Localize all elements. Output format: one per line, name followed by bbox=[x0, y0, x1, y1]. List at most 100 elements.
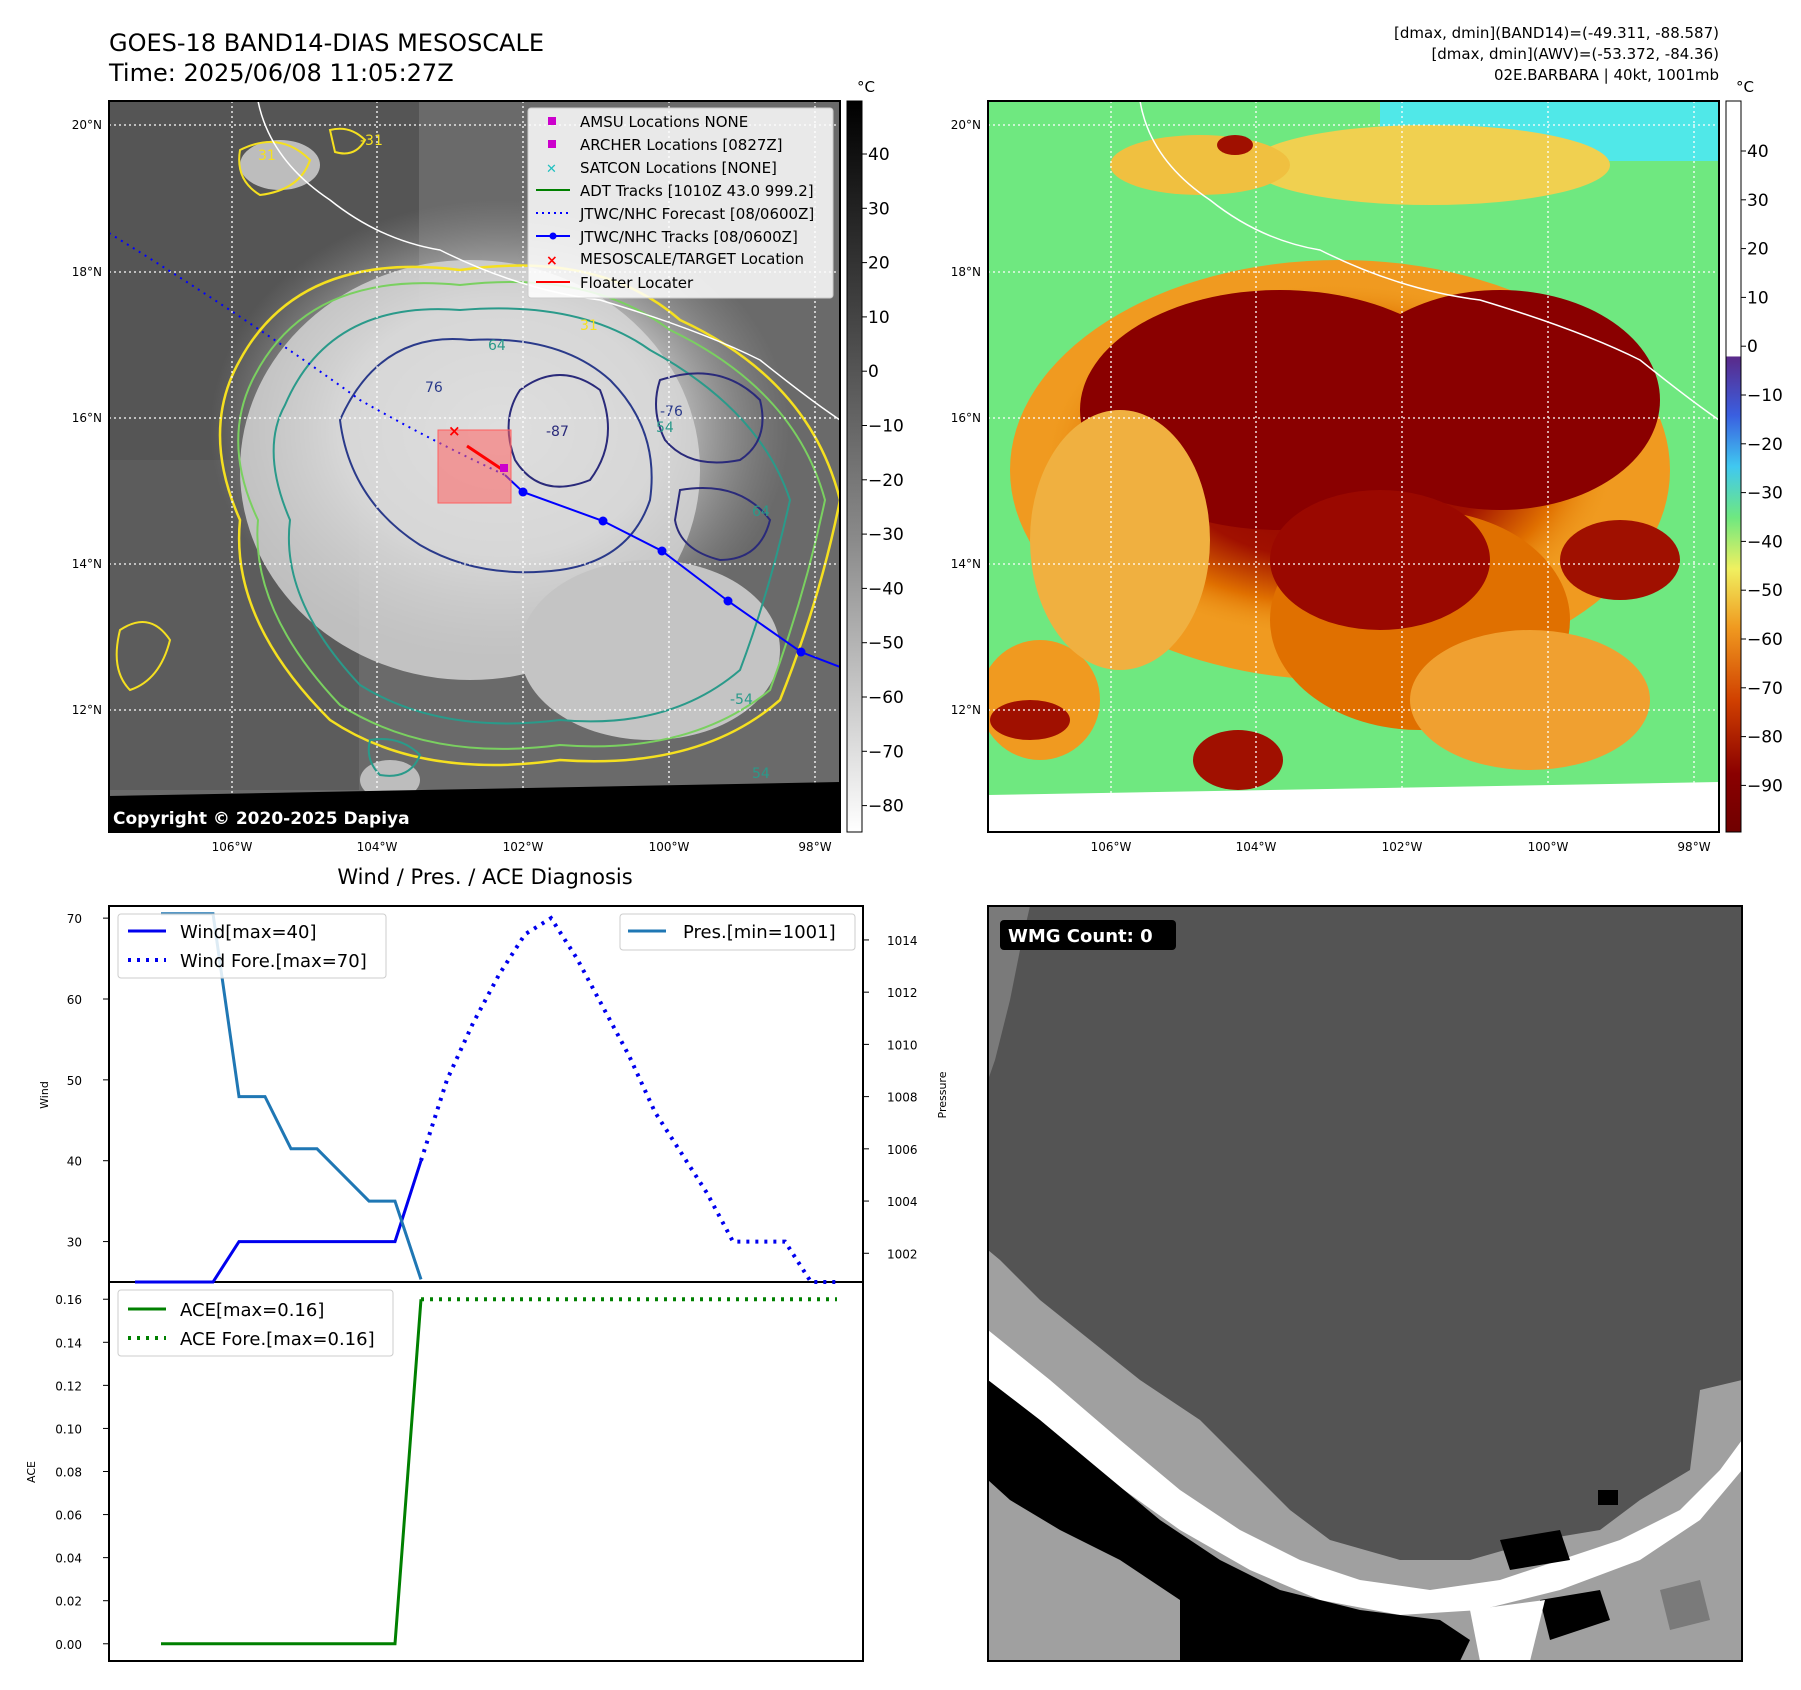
lon-label: 104°W bbox=[357, 840, 398, 854]
awv-colorbar-tick-label: 20 bbox=[1747, 240, 1769, 260]
legend-adt: ADT Tracks [1010Z 43.0 999.2] bbox=[580, 182, 814, 200]
lat-label: 12°N bbox=[72, 703, 102, 717]
legend-ace-fore: ACE Fore.[max=0.16] bbox=[180, 1329, 375, 1350]
awv-colorbar-tick-label: −90 bbox=[1747, 776, 1783, 796]
legend-amsu: AMSU Locations NONE bbox=[580, 113, 748, 131]
ir-colorbar-tick-label: −30 bbox=[868, 525, 904, 545]
ir-colorbar-tick-label: 30 bbox=[868, 199, 890, 219]
lon-label: 106°W bbox=[212, 840, 253, 854]
svg-text:×: × bbox=[448, 422, 461, 440]
wind-axis-label: Wind bbox=[38, 1081, 51, 1109]
awv-colorbar-tick-label: −40 bbox=[1747, 532, 1783, 552]
ace-axis-label: ACE bbox=[25, 1461, 38, 1483]
awv-colorbar-tick-label: −70 bbox=[1747, 679, 1783, 699]
lat-label: 14°N bbox=[72, 557, 102, 571]
legend-target: MESOSCALE/TARGET Location bbox=[580, 250, 804, 268]
lon-label: 100°W bbox=[1528, 840, 1569, 854]
ace-tick-label: 0.12 bbox=[55, 1379, 82, 1393]
awv-map-panel bbox=[988, 101, 1719, 832]
ir-map-frame bbox=[108, 100, 841, 833]
wind-tick-label: 30 bbox=[67, 1236, 82, 1250]
ir-colorbar-tick-label: −40 bbox=[868, 579, 904, 599]
lat-label: 18°N bbox=[951, 265, 981, 279]
contour-label: -54 bbox=[730, 692, 753, 708]
pres-legend: Pres.[min=1001] bbox=[619, 913, 856, 951]
legend-pres: Pres.[min=1001] bbox=[683, 922, 836, 943]
contour-label: 76 bbox=[425, 380, 443, 396]
ace-tick-label: 0.08 bbox=[55, 1466, 82, 1480]
amsu-legend-marker bbox=[548, 117, 556, 125]
pressure-tick-label: 1010 bbox=[887, 1038, 918, 1052]
pressure-tick-label: 1002 bbox=[887, 1247, 918, 1261]
wind-legend: Wind[max=40] Wind Fore.[max=70] bbox=[117, 913, 387, 979]
lon-label: 98°W bbox=[798, 840, 831, 854]
awv-colorbar-tick-label: 40 bbox=[1747, 142, 1769, 162]
wind-tick-label: 50 bbox=[67, 1074, 82, 1088]
ace-series-line-0 bbox=[161, 1299, 423, 1646]
copyright-text: Copyright © 2020-2025 Dapiya bbox=[113, 809, 410, 829]
ace-tick-label: 0.02 bbox=[55, 1595, 82, 1609]
ace-tick-label: 0.06 bbox=[55, 1509, 82, 1523]
awv-colorbar-tick-label: 0 bbox=[1747, 337, 1758, 357]
ir-colorbar-unit: °C bbox=[857, 78, 875, 96]
wind-tick-label: 40 bbox=[67, 1155, 82, 1169]
pressure-tick-label: 1004 bbox=[887, 1195, 918, 1209]
legend-ace: ACE[max=0.16] bbox=[180, 1300, 324, 1321]
pressure-tick-label: 1008 bbox=[887, 1091, 918, 1105]
lat-label: 16°N bbox=[72, 411, 102, 425]
satcon-legend-marker: ✕ bbox=[546, 162, 557, 177]
lat-label: 16°N bbox=[951, 411, 981, 425]
contour-label: 54 bbox=[656, 420, 674, 436]
wmg-label: WMG Count: 0 bbox=[1008, 926, 1153, 947]
awv-colorbar-tick-label: 10 bbox=[1747, 288, 1769, 308]
pressure-tick-label: 1006 bbox=[887, 1143, 918, 1157]
legend-wind-fore: Wind Fore.[max=70] bbox=[180, 951, 367, 972]
lon-label: 106°W bbox=[1091, 840, 1132, 854]
contour-label: 64 bbox=[752, 504, 770, 520]
legend-forecast: JTWC/NHC Forecast [08/0600Z] bbox=[579, 205, 814, 223]
awv-colorbar-tick-label: −80 bbox=[1747, 728, 1783, 748]
pressure-axis-label: Pressure bbox=[936, 1071, 949, 1118]
contour-label: 31 bbox=[258, 148, 276, 164]
wind-tick-label: 60 bbox=[67, 993, 82, 1007]
awv-colorbar-tick-label: −30 bbox=[1747, 484, 1783, 504]
legend-archer: ARCHER Locations [0827Z] bbox=[580, 136, 783, 154]
stats-line1: [dmax, dmin](BAND14)=(-49.311, -88.587) bbox=[1394, 24, 1719, 42]
legend-satcon: SATCON Locations [NONE] bbox=[580, 159, 777, 177]
map-legend: AMSU Locations NONE ARCHER Locations [08… bbox=[527, 107, 834, 299]
title-line1: GOES-18 BAND14-DIAS MESOSCALE bbox=[109, 29, 544, 57]
title-line2: Time: 2025/06/08 11:05:27Z bbox=[108, 59, 454, 87]
lat-label: 20°N bbox=[951, 118, 981, 132]
awv-map-frame bbox=[987, 100, 1720, 833]
ir-colorbar-tick-label: 40 bbox=[868, 145, 890, 165]
awv-colorbar: °C 40 30 20 10 0 −10 −20 −30 −40 −50 −60 −70 −80 −90 bbox=[1725, 78, 1783, 833]
lon-label: 100°W bbox=[649, 840, 690, 854]
wmg-frame bbox=[987, 905, 1743, 1662]
ir-colorbar-tick-label: −10 bbox=[868, 417, 904, 437]
ir-colorbar-tick-label: 10 bbox=[868, 308, 890, 328]
lon-label: 104°W bbox=[1236, 840, 1277, 854]
awv-colorbar-tick-label: −60 bbox=[1747, 630, 1783, 650]
pressure-tick-label: 1012 bbox=[887, 986, 918, 1000]
wmg-panel: WMG Count: 0 bbox=[988, 906, 1742, 1661]
ir-colorbar-tick-label: −50 bbox=[868, 634, 904, 654]
ace-tick-label: 0.14 bbox=[55, 1336, 82, 1350]
ir-colorbar-tick-label: −80 bbox=[868, 797, 904, 817]
series-line-1 bbox=[419, 915, 837, 1284]
pressure-tick-label: 1014 bbox=[887, 934, 918, 948]
lon-label: 102°W bbox=[1382, 840, 1423, 854]
lat-label: 20°N bbox=[72, 118, 102, 132]
target-legend-marker: × bbox=[546, 253, 558, 269]
awv-colorbar-tick-label: −50 bbox=[1747, 581, 1783, 601]
contour-label: 54 bbox=[752, 766, 770, 782]
ace-tick-label: 0.16 bbox=[55, 1293, 82, 1307]
ace-tick-label: 0.04 bbox=[55, 1552, 82, 1566]
ir-colorbar: °C 40 30 20 10 0 −10 −20 −30 −40 −50 −60 −70 −80 bbox=[846, 78, 904, 833]
awv-colorbar-unit: °C bbox=[1736, 78, 1754, 96]
stats-line2: [dmax, dmin](AWV)=(-53.372, -84.36) bbox=[1431, 45, 1719, 63]
archer-legend-marker bbox=[548, 140, 556, 148]
awv-colorbar-tick-label: −20 bbox=[1747, 435, 1783, 455]
awv-colorbar-tick-label: −10 bbox=[1747, 386, 1783, 406]
wmg-label-box bbox=[1000, 920, 1176, 950]
